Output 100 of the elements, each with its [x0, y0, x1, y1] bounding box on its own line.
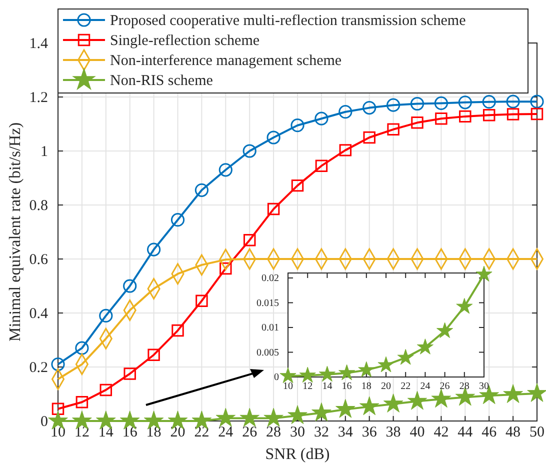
point: [383, 394, 404, 412]
x-tick-label: 28: [459, 381, 470, 392]
point: [315, 160, 328, 172]
point: [172, 324, 184, 337]
legend-label: Non-interference management scheme: [110, 53, 342, 69]
legend-label: Non-RIS scheme: [110, 73, 214, 89]
point: [318, 366, 336, 382]
y-tick-label: 0.4: [29, 306, 48, 322]
point: [339, 144, 352, 156]
point: [290, 118, 304, 132]
x-tick-label: 14: [322, 381, 332, 392]
point: [434, 96, 448, 110]
x-tick-label: 10: [283, 381, 293, 392]
point: [267, 202, 280, 216]
x-tick-label: 30: [479, 381, 489, 392]
point: [240, 408, 260, 427]
point: [338, 364, 356, 380]
point: [386, 98, 400, 112]
y-axis-title: Minimal equivalent rate (bit/s/Hz): [7, 122, 24, 342]
point: [336, 399, 356, 418]
point: [99, 308, 113, 322]
x-tick-label: 28: [266, 424, 282, 441]
point: [196, 294, 208, 307]
y-tick-label: 0.6: [29, 252, 48, 268]
point: [506, 108, 520, 120]
x-tick-label: 38: [386, 424, 401, 441]
point: [338, 105, 352, 119]
y-tick-label: 0: [274, 372, 279, 384]
point: [363, 131, 376, 144]
point: [397, 348, 414, 365]
point: [314, 112, 328, 126]
x-tick-label: 24: [420, 381, 430, 392]
x-tick-label: 36: [362, 424, 378, 441]
point: [52, 402, 64, 415]
point: [411, 116, 424, 129]
y-tick-label: 1: [40, 144, 48, 160]
point: [527, 383, 546, 402]
point: [410, 96, 424, 111]
point: [243, 234, 256, 246]
point: [51, 358, 65, 372]
y-tick-label: 0: [40, 414, 48, 430]
point: [506, 94, 520, 108]
point: [288, 405, 308, 424]
x-tick-label: 22: [400, 381, 411, 392]
x-tick-label: 50: [530, 424, 544, 441]
point: [362, 101, 376, 115]
y-tick-label: 0.2: [29, 360, 48, 376]
y-tick-label: 0.015: [256, 298, 279, 309]
x-tick-label: 26: [440, 381, 450, 392]
point: [75, 341, 89, 355]
x-tick-label: 20: [381, 381, 391, 392]
point: [476, 266, 492, 282]
point: [482, 108, 496, 122]
point: [266, 130, 280, 144]
point: [378, 356, 394, 372]
point: [359, 396, 380, 416]
point: [387, 123, 400, 136]
y-tick-label: 1.4: [29, 36, 48, 52]
point: [530, 108, 544, 120]
point: [76, 396, 88, 408]
point: [100, 384, 112, 396]
x-tick-label: 34: [338, 424, 354, 441]
point: [194, 183, 209, 197]
x-tick-label: 40: [410, 424, 425, 441]
point: [456, 298, 473, 314]
point: [291, 179, 304, 192]
x-tick-label: 30: [290, 424, 305, 441]
x-tick-label: 48: [506, 424, 521, 441]
point: [264, 408, 284, 427]
point: [124, 368, 136, 380]
x-tick-label: 32: [314, 424, 329, 441]
x-tick-label: 18: [361, 381, 372, 392]
x-tick-label: 16: [342, 381, 352, 392]
point: [218, 163, 232, 177]
point: [299, 366, 316, 383]
point: [482, 95, 496, 109]
point: [280, 367, 296, 384]
point: [123, 279, 137, 293]
x-tick-label: 16: [122, 424, 138, 441]
legend-label: Proposed cooperative multi-reflection transmission scheme: [110, 13, 466, 29]
point: [431, 388, 452, 408]
x-tick-label: 42: [434, 424, 449, 441]
y-tick-label: 1.2: [29, 90, 48, 106]
y-tick-label: 0.8: [29, 198, 48, 214]
point: [416, 338, 434, 354]
point: [530, 94, 544, 108]
point: [312, 402, 332, 422]
y-tick-label: 0.01: [262, 322, 279, 334]
point: [170, 213, 185, 227]
point: [407, 390, 428, 410]
x-tick-label: 44: [458, 424, 474, 441]
legend-label: Single-reflection scheme: [110, 33, 260, 49]
point: [436, 322, 454, 338]
point: [459, 110, 472, 123]
point: [216, 408, 236, 427]
x-tick-label: 46: [482, 424, 498, 441]
point: [503, 384, 523, 403]
point: [435, 112, 448, 125]
x-tick-label: 26: [242, 424, 258, 441]
x-tick-label: 24: [218, 424, 234, 441]
